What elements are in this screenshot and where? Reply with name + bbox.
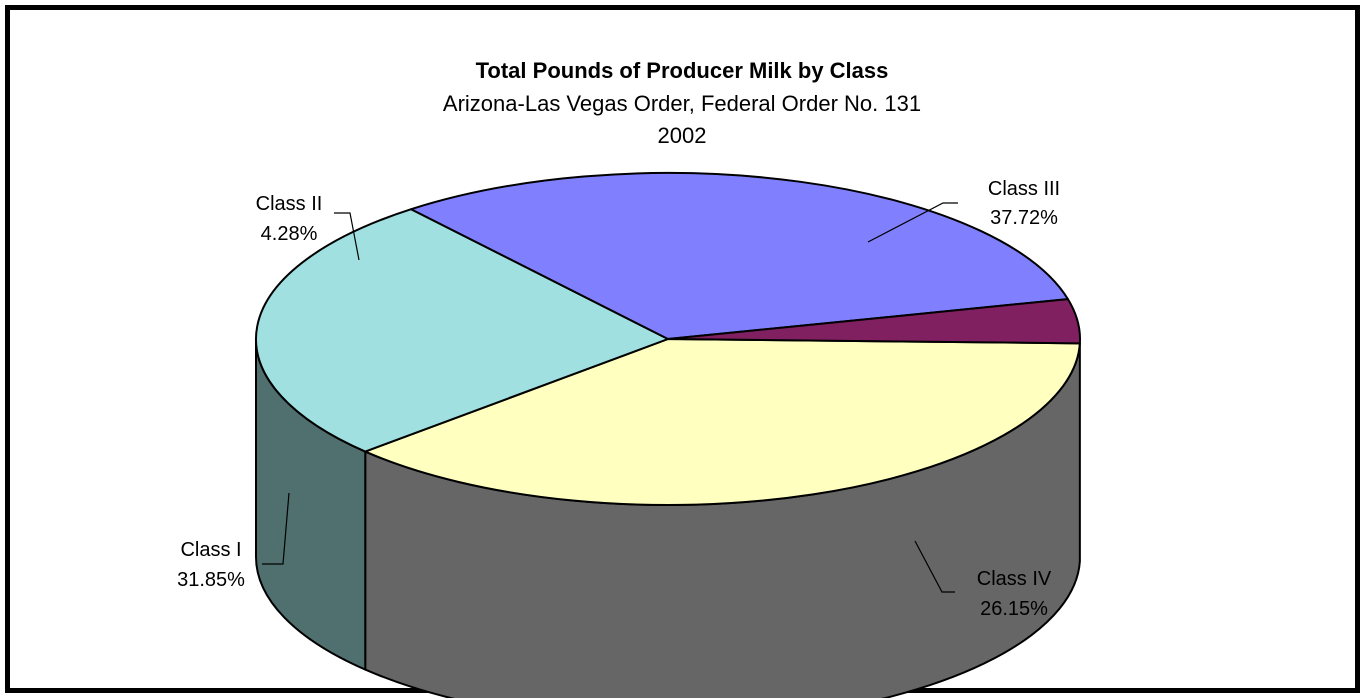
chart-title: Total Pounds of Producer Milk by Class <box>476 58 889 83</box>
leader-line-class-i <box>262 492 290 565</box>
slice-label-class-i: Class I <box>180 539 241 561</box>
pie-slice-class-i <box>410 172 1069 340</box>
leader-line-class-iii <box>867 202 958 243</box>
slice-value-class-iii: 37.72% <box>990 207 1058 229</box>
pie-labels: Class III 37.72% Class IV 26.15% Class I 31.8… <box>177 178 1060 620</box>
slice-label-class-iv: Class IV <box>977 568 1052 590</box>
pie-slice-class-iv <box>255 208 669 453</box>
slice-value-class-i: 31.85% <box>177 569 245 591</box>
chart-subtitle: Arizona-Las Vegas Order, Federal Order N… <box>443 91 921 116</box>
pie-slice-class-iii <box>364 338 1081 506</box>
chart-year: 2002 <box>658 123 707 148</box>
slice-value-class-iv: 26.15% <box>980 598 1048 620</box>
pie-slice-class-ii <box>667 298 1081 345</box>
leader-line-class-ii <box>334 212 360 261</box>
leader-line-class-iv <box>914 540 955 593</box>
slice-value-class-ii: 4.28% <box>261 223 318 245</box>
slice-label-class-iii: Class III <box>988 178 1060 200</box>
slice-label-class-ii: Class II <box>256 193 323 215</box>
pie-tops <box>255 172 1081 506</box>
